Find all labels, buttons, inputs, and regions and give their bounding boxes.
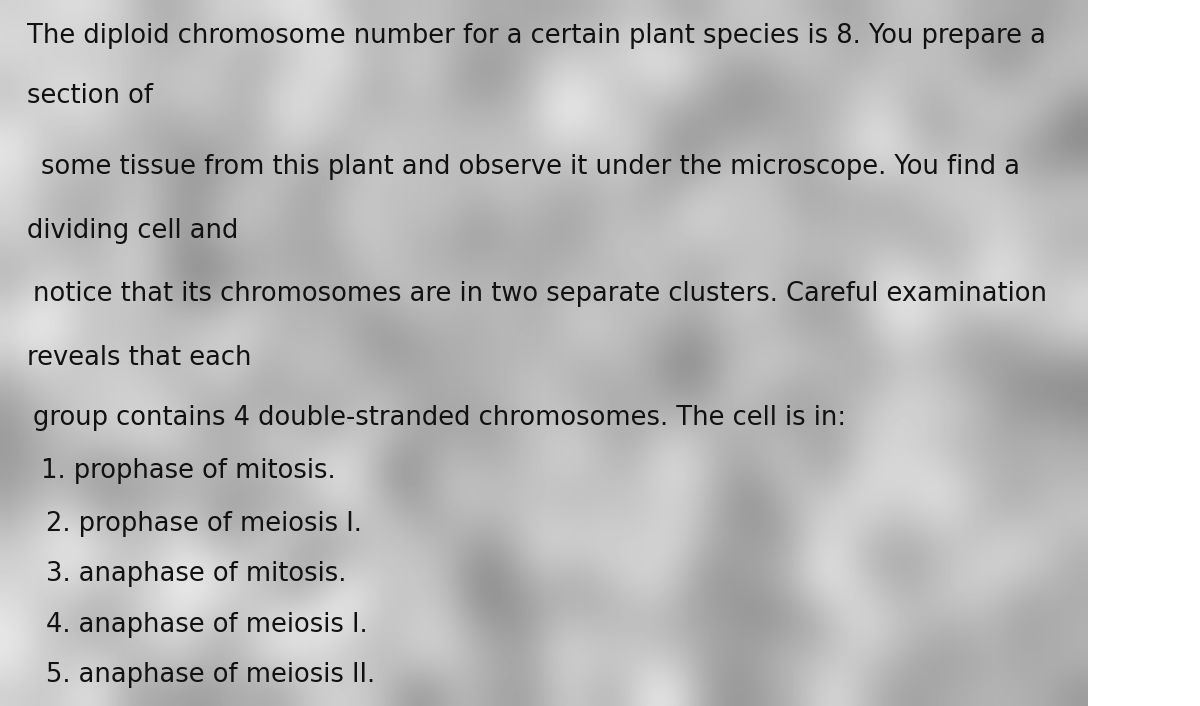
Text: 5. anaphase of meiosis II.: 5. anaphase of meiosis II. bbox=[46, 662, 374, 688]
Text: reveals that each: reveals that each bbox=[28, 345, 252, 371]
Text: 1. prophase of mitosis.: 1. prophase of mitosis. bbox=[41, 457, 336, 484]
Text: 2. prophase of meiosis I.: 2. prophase of meiosis I. bbox=[46, 510, 361, 537]
Text: notice that its chromosomes are in two separate clusters. Careful examination: notice that its chromosomes are in two s… bbox=[32, 281, 1046, 307]
Text: 3. anaphase of mitosis.: 3. anaphase of mitosis. bbox=[46, 561, 346, 587]
Text: section of: section of bbox=[28, 83, 154, 109]
Text: dividing cell and: dividing cell and bbox=[28, 217, 239, 244]
Text: group contains 4 double-stranded chromosomes. The cell is in:: group contains 4 double-stranded chromos… bbox=[32, 405, 846, 431]
Text: some tissue from this plant and observe it under the microscope. You find a: some tissue from this plant and observe … bbox=[41, 154, 1020, 180]
Text: 4. anaphase of meiosis I.: 4. anaphase of meiosis I. bbox=[46, 612, 367, 638]
Text: The diploid chromosome number for a certain plant species is 8. You prepare a: The diploid chromosome number for a cert… bbox=[28, 23, 1046, 49]
